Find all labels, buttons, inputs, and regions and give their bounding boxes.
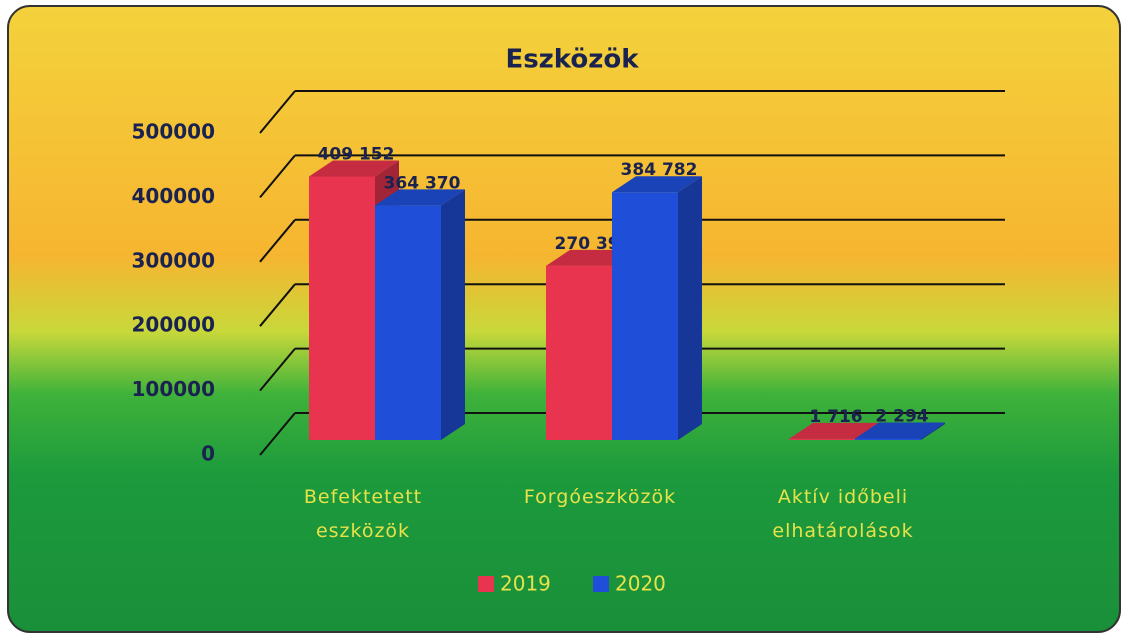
grid-line — [259, 412, 296, 456]
x-tick-label: Forgóeszközök — [523, 486, 677, 508]
value-label: 364 370 — [384, 173, 461, 193]
value-label: 1 716 — [809, 407, 862, 427]
bar — [375, 205, 441, 440]
y-tick-label: 500000 — [132, 120, 216, 144]
bar-top — [309, 160, 399, 177]
bar — [612, 192, 678, 440]
y-tick-label: 200000 — [132, 313, 216, 337]
bar-top — [855, 422, 945, 439]
value-label: 409 152 — [318, 145, 395, 165]
value-label: 384 782 — [621, 160, 698, 180]
y-tick-label: 400000 — [132, 184, 216, 208]
grid-line — [259, 154, 296, 199]
bar-top — [375, 189, 465, 206]
bar-top — [612, 176, 702, 193]
y-tick-label: 100000 — [132, 377, 216, 401]
bar-top — [789, 422, 879, 439]
bar — [855, 438, 921, 440]
bar — [789, 438, 855, 440]
grid-line — [259, 219, 296, 263]
y-tick-label: 0 — [201, 442, 215, 466]
grid-line — [259, 90, 296, 134]
legend-swatch — [593, 576, 609, 592]
bar-side — [921, 422, 945, 440]
legend-label: 2020 — [615, 572, 666, 596]
x-tick-label: Aktív időbeli elhatárolások — [772, 486, 914, 542]
value-label: 2 294 — [875, 407, 928, 427]
grid-line — [259, 283, 296, 327]
chart-title: Eszközök — [505, 45, 639, 75]
legend-label: 2019 — [500, 572, 551, 596]
bar — [309, 176, 375, 441]
legend-swatch — [478, 576, 494, 592]
bar-side — [678, 176, 702, 441]
bar — [546, 265, 612, 440]
y-tick-label: 300000 — [132, 248, 216, 272]
bar-side — [441, 189, 465, 440]
x-tick-label: Befektetett eszközök — [303, 486, 423, 542]
grid-line — [259, 347, 296, 392]
